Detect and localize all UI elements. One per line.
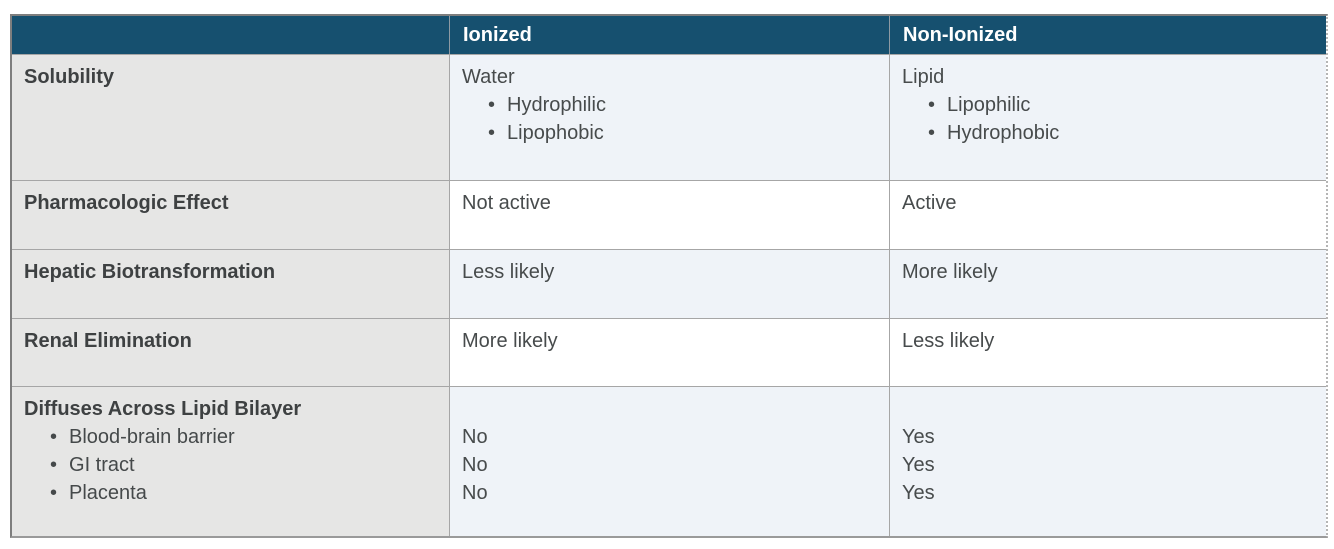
cell-hepatic-biotransformation-ionized: Less likely	[449, 249, 889, 318]
cell-title: Active	[902, 192, 957, 214]
bullet-item: GI tract	[24, 451, 437, 479]
cell-title: Less likely	[902, 330, 995, 352]
header-cell-ionized: Ionized	[449, 16, 889, 54]
value-line: No	[462, 426, 488, 448]
cell-renal-elimination-nonionized: Less likely	[889, 318, 1326, 386]
bullet-item: Hydrophilic	[462, 91, 877, 119]
bullet-item: Lipophobic	[462, 119, 877, 147]
row-label-title: Diffuses Across Lipid Bilayer	[24, 398, 302, 420]
cell-title: Water	[462, 66, 515, 88]
value-line: Yes	[902, 426, 935, 448]
cell-title: Not active	[462, 192, 551, 214]
bullet-item: Lipophilic	[902, 91, 1314, 119]
cell-title: More likely	[462, 330, 558, 352]
row-label-title: Hepatic Biotransformation	[24, 261, 276, 283]
row-hepatic-biotransformation-label: Hepatic Biotransformation	[12, 249, 449, 318]
cell-title: Lipid	[902, 66, 945, 88]
cell-renal-elimination-ionized: More likely	[449, 318, 889, 386]
bullet-item: Placenta	[24, 479, 437, 507]
value-line: No	[462, 482, 488, 504]
spacer	[902, 395, 1314, 423]
header-cell-blank	[12, 16, 449, 54]
cell-solubility-nonionized: Lipid Lipophilic Hydrophobic	[889, 54, 1326, 180]
cell-title: More likely	[902, 261, 998, 283]
spacer	[462, 395, 877, 423]
value-line: Yes	[902, 482, 935, 504]
cell-hepatic-biotransformation-nonionized: More likely	[889, 249, 1326, 318]
ionization-comparison-table: Ionized Non-Ionized Solubility Water Hyd…	[10, 14, 1328, 538]
row-label-title: Pharmacologic Effect	[24, 192, 229, 214]
bullet-item: Blood-brain barrier	[24, 423, 437, 451]
cell-pharmacologic-effect-nonionized: Active	[889, 180, 1326, 249]
row-label-title: Renal Elimination	[24, 330, 192, 352]
cell-solubility-ionized: Water Hydrophilic Lipophobic	[449, 54, 889, 180]
cell-diffuses-lipid-bilayer-nonionized: Yes Yes Yes	[889, 386, 1326, 536]
row-solubility-label: Solubility	[12, 54, 449, 180]
header-cell-nonionized: Non-Ionized	[889, 16, 1326, 54]
bullet-item: Hydrophobic	[902, 119, 1314, 147]
cell-diffuses-lipid-bilayer-ionized: No No No	[449, 386, 889, 536]
value-line: No	[462, 454, 488, 476]
row-pharmacologic-effect-label: Pharmacologic Effect	[12, 180, 449, 249]
header-nonionized-label: Non-Ionized	[903, 24, 1018, 46]
cell-pharmacologic-effect-ionized: Not active	[449, 180, 889, 249]
header-ionized-label: Ionized	[463, 24, 532, 46]
value-line: Yes	[902, 454, 935, 476]
row-renal-elimination-label: Renal Elimination	[12, 318, 449, 386]
page: Ionized Non-Ionized Solubility Water Hyd…	[0, 0, 1334, 538]
cell-title: Less likely	[462, 261, 555, 283]
row-diffuses-lipid-bilayer-label: Diffuses Across Lipid Bilayer Blood-brai…	[12, 386, 449, 536]
row-label-title: Solubility	[24, 66, 114, 88]
